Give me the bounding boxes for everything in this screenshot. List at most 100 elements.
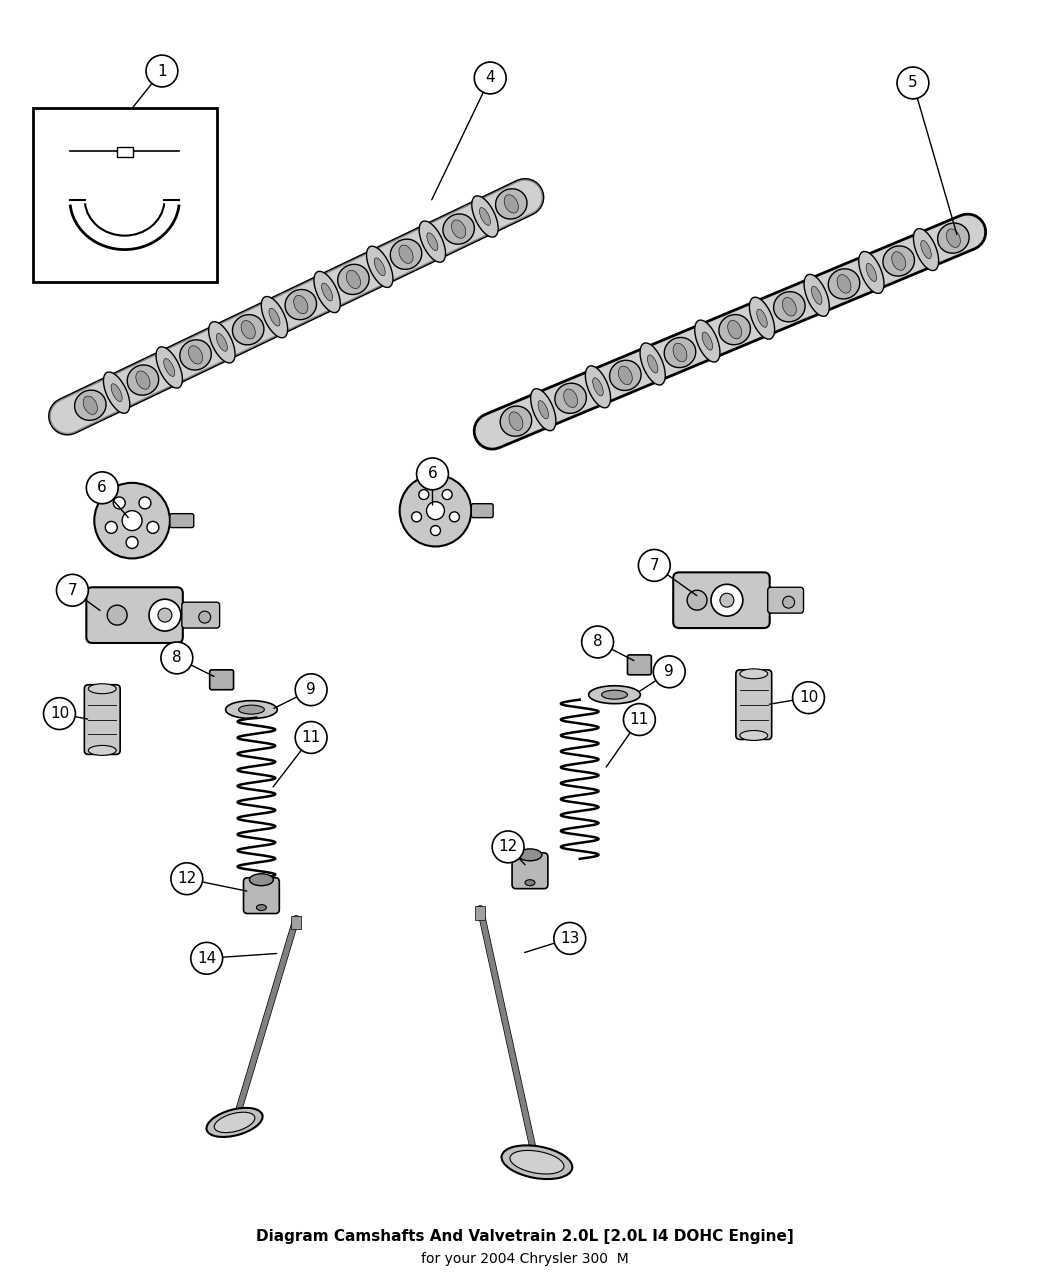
Circle shape xyxy=(419,490,428,500)
Ellipse shape xyxy=(502,1145,572,1179)
Ellipse shape xyxy=(391,240,422,269)
Ellipse shape xyxy=(740,669,768,678)
FancyBboxPatch shape xyxy=(210,669,233,690)
Ellipse shape xyxy=(261,297,288,338)
Circle shape xyxy=(105,521,118,533)
Ellipse shape xyxy=(83,397,98,414)
Ellipse shape xyxy=(640,343,666,385)
Text: 1: 1 xyxy=(158,64,167,79)
Ellipse shape xyxy=(946,228,961,247)
Circle shape xyxy=(43,697,76,729)
Ellipse shape xyxy=(702,332,713,351)
Ellipse shape xyxy=(585,366,610,408)
Circle shape xyxy=(295,722,327,754)
Ellipse shape xyxy=(294,296,308,314)
Ellipse shape xyxy=(757,309,768,328)
FancyBboxPatch shape xyxy=(86,588,183,643)
Circle shape xyxy=(492,831,524,863)
Text: 8: 8 xyxy=(593,635,603,649)
Circle shape xyxy=(171,863,203,895)
Circle shape xyxy=(198,611,211,623)
Ellipse shape xyxy=(728,320,741,339)
Circle shape xyxy=(624,704,655,736)
Ellipse shape xyxy=(673,343,687,362)
Ellipse shape xyxy=(127,365,159,395)
Circle shape xyxy=(412,511,421,521)
Ellipse shape xyxy=(828,269,860,298)
Ellipse shape xyxy=(866,264,877,282)
Ellipse shape xyxy=(214,1112,255,1132)
Ellipse shape xyxy=(238,705,265,714)
Ellipse shape xyxy=(774,292,805,321)
Ellipse shape xyxy=(530,389,555,431)
Circle shape xyxy=(711,584,742,616)
Ellipse shape xyxy=(419,221,445,263)
Ellipse shape xyxy=(226,701,277,719)
Circle shape xyxy=(442,490,453,500)
Text: 12: 12 xyxy=(499,839,518,854)
Circle shape xyxy=(687,590,707,611)
Circle shape xyxy=(122,511,142,530)
Circle shape xyxy=(417,458,448,490)
FancyBboxPatch shape xyxy=(628,655,651,674)
Ellipse shape xyxy=(156,347,183,388)
Ellipse shape xyxy=(452,219,466,238)
Text: 4: 4 xyxy=(485,70,495,85)
FancyBboxPatch shape xyxy=(244,877,279,913)
Ellipse shape xyxy=(232,315,264,344)
Circle shape xyxy=(638,550,670,581)
Text: 7: 7 xyxy=(67,583,78,598)
Text: 11: 11 xyxy=(630,711,649,727)
Ellipse shape xyxy=(500,405,531,436)
Ellipse shape xyxy=(589,686,640,704)
Text: 11: 11 xyxy=(301,731,320,745)
Ellipse shape xyxy=(602,690,628,699)
Ellipse shape xyxy=(510,1150,564,1174)
Ellipse shape xyxy=(209,321,235,363)
Ellipse shape xyxy=(374,258,385,275)
Circle shape xyxy=(158,608,172,622)
Ellipse shape xyxy=(859,251,884,293)
Ellipse shape xyxy=(242,320,255,339)
Text: 6: 6 xyxy=(427,467,438,482)
Ellipse shape xyxy=(837,274,850,293)
Ellipse shape xyxy=(496,189,527,219)
Circle shape xyxy=(475,62,506,94)
Circle shape xyxy=(295,673,327,705)
FancyBboxPatch shape xyxy=(170,514,194,528)
Ellipse shape xyxy=(164,358,174,376)
Ellipse shape xyxy=(538,400,548,418)
Ellipse shape xyxy=(399,245,413,264)
Ellipse shape xyxy=(750,297,775,339)
Ellipse shape xyxy=(695,320,720,362)
Text: 13: 13 xyxy=(560,931,580,946)
Ellipse shape xyxy=(891,251,906,270)
FancyBboxPatch shape xyxy=(182,602,219,629)
Ellipse shape xyxy=(883,246,915,277)
Circle shape xyxy=(653,655,686,687)
Ellipse shape xyxy=(480,208,490,226)
Ellipse shape xyxy=(782,297,796,316)
Text: 5: 5 xyxy=(908,75,918,91)
Circle shape xyxy=(94,483,170,558)
FancyBboxPatch shape xyxy=(768,588,803,613)
Ellipse shape xyxy=(104,372,130,413)
Ellipse shape xyxy=(88,746,117,755)
Circle shape xyxy=(146,55,177,87)
Circle shape xyxy=(720,593,734,607)
Text: 10: 10 xyxy=(49,706,69,722)
Circle shape xyxy=(139,497,151,509)
Ellipse shape xyxy=(285,289,316,320)
Ellipse shape xyxy=(665,338,696,367)
Circle shape xyxy=(449,511,459,521)
Ellipse shape xyxy=(804,274,830,316)
Ellipse shape xyxy=(256,904,267,910)
Circle shape xyxy=(161,643,193,673)
Circle shape xyxy=(147,521,159,533)
Circle shape xyxy=(553,923,586,954)
Ellipse shape xyxy=(180,340,211,370)
Text: 10: 10 xyxy=(799,690,818,705)
Ellipse shape xyxy=(504,195,519,213)
Ellipse shape xyxy=(554,384,586,413)
Ellipse shape xyxy=(471,196,498,237)
